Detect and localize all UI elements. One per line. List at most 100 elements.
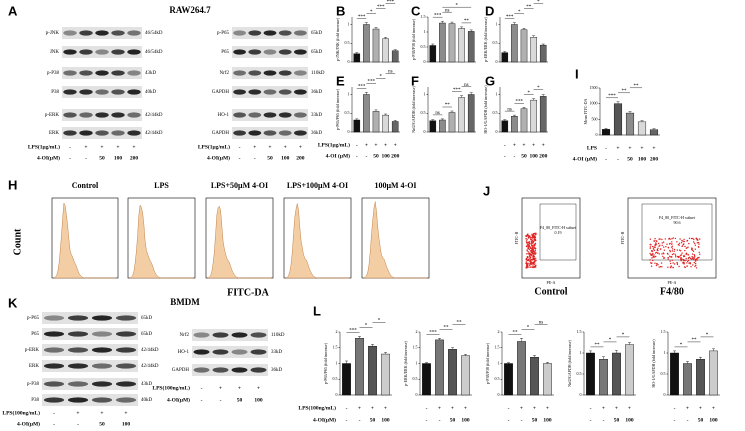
event-dot <box>692 256 694 259</box>
blot-strip <box>192 346 268 358</box>
cell-title: RAW264.7 <box>169 5 211 15</box>
event-dot <box>659 238 661 240</box>
blot-band <box>248 70 262 76</box>
treatment-sign: - <box>426 405 428 411</box>
y-tick-label: 0 <box>664 392 666 397</box>
treatment-dose: 200 <box>130 155 139 161</box>
significance-label: ** <box>634 84 640 89</box>
event-dot <box>673 250 675 252</box>
bar <box>382 38 389 63</box>
y-tick-label: 500 <box>592 116 598 121</box>
blot-size: 33kD <box>271 350 283 355</box>
event-dot <box>654 262 656 264</box>
event-dot <box>528 253 531 255</box>
event-dot <box>696 258 698 260</box>
blot-label: GAPDH <box>172 368 190 373</box>
treatment-dose: - <box>346 417 348 423</box>
y-tick-label: 0 <box>348 59 350 64</box>
blot-band <box>115 347 137 353</box>
event-dot <box>681 245 683 248</box>
treatment-label: LPS(1μg/mL) <box>198 143 230 150</box>
treatment-sign: + <box>268 144 271 150</box>
significance-label: ns <box>507 107 512 112</box>
gate <box>539 203 577 261</box>
bar <box>422 363 431 396</box>
panel-label: L <box>313 303 321 318</box>
y-tick-label: 1500 <box>590 85 598 90</box>
treatment-label: LPS(1μg/mL) <box>28 143 60 150</box>
blot-band <box>278 30 292 36</box>
event-dot <box>683 254 685 257</box>
treatment-sign: + <box>100 410 103 416</box>
blot-label: JNK <box>50 50 60 55</box>
event-dot <box>672 262 674 264</box>
event-dot <box>535 260 537 262</box>
blot-band <box>294 70 307 76</box>
y-tick-label: 0.5 <box>577 371 582 376</box>
y-tick-label: 1 <box>496 21 498 26</box>
blot-band <box>127 89 141 95</box>
significance-label: ** <box>444 325 450 330</box>
treatment-dose: - <box>201 397 203 403</box>
treatment-sign: + <box>438 405 441 411</box>
event-dot <box>527 253 529 255</box>
treatment-dose: 50 <box>627 156 633 162</box>
event-dot <box>661 244 663 247</box>
blot-band <box>63 112 77 118</box>
event-dot <box>649 246 651 248</box>
blot-strip <box>42 328 138 340</box>
event-dot <box>669 249 671 252</box>
axis-label: FITC-H <box>514 231 519 244</box>
blot-band <box>127 130 141 136</box>
bar <box>372 28 380 63</box>
event-dot <box>653 254 655 256</box>
treatment-sign: + <box>522 142 525 148</box>
event-dot <box>533 263 535 265</box>
event-dot <box>686 265 688 267</box>
y-axis-label: p-P38/P38 (fold increase) <box>485 342 490 384</box>
y-tick-label: 0 <box>498 392 500 397</box>
event-dot <box>532 248 535 250</box>
treatment-sign: + <box>602 405 605 411</box>
event-dot <box>684 245 686 248</box>
y-tick-label: 2 <box>336 329 338 334</box>
y-axis-label: p-JNK/JNK (fold increase) <box>335 17 340 61</box>
y-axis-label: p-P65/P65 (fold increase) <box>323 342 328 384</box>
y-tick-label: 0.5 <box>421 110 426 115</box>
blot-size: 40kD <box>141 398 153 403</box>
event-dot <box>671 250 673 252</box>
event-dot <box>672 237 674 239</box>
panel-label: D <box>485 3 494 18</box>
event-dot <box>655 252 657 254</box>
blot-band <box>43 347 65 353</box>
bar <box>543 363 552 396</box>
event-dot <box>671 245 673 247</box>
event-dot <box>689 257 692 260</box>
treatment-dose: 50 <box>370 417 376 423</box>
bar <box>539 96 547 133</box>
treatment-sign: + <box>712 405 715 411</box>
histogram-title: LPS+50μM 4-OI <box>211 181 268 190</box>
event-dot <box>691 253 694 255</box>
blot-band <box>212 349 229 355</box>
event-dot <box>666 243 668 245</box>
y-tick-label: 0.5 <box>495 376 500 381</box>
event-dot <box>690 266 692 268</box>
significance-label: * <box>706 333 709 338</box>
significance-label: ns <box>388 69 393 74</box>
blot-band <box>91 347 113 353</box>
treatment-dose: - <box>220 397 222 403</box>
blot-band <box>63 70 77 76</box>
plot-title: Control <box>534 286 567 297</box>
treatment-dose: 100 <box>381 417 390 423</box>
treatment-sign: - <box>504 142 506 148</box>
treatment-dose: 200 <box>296 155 305 161</box>
event-dot <box>651 257 653 259</box>
event-dot <box>676 261 678 264</box>
bar <box>612 352 621 396</box>
treatment-sign: + <box>464 405 467 411</box>
treatment-dose: 100 <box>281 155 290 161</box>
event-dot <box>527 259 530 261</box>
bar <box>391 121 399 133</box>
